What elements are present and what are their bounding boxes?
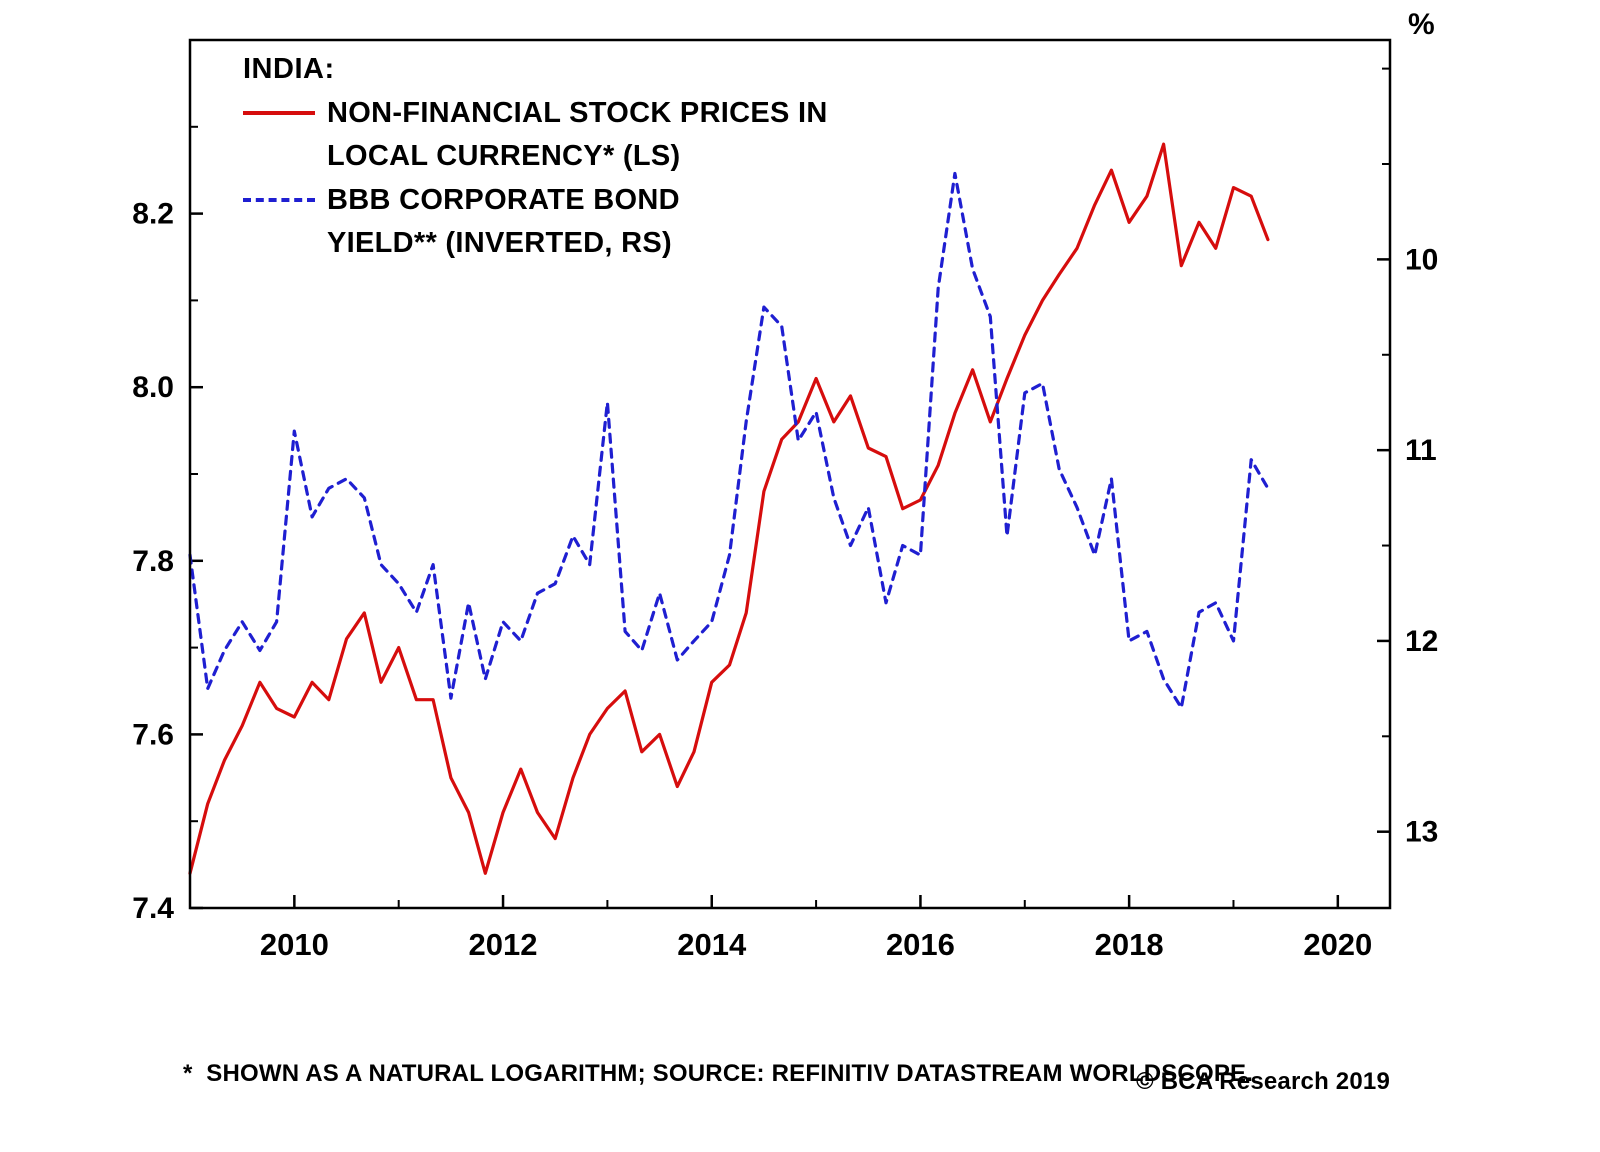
right-axis-tick-label: 11 <box>1405 434 1437 467</box>
legend-label-bond: BBB CORPORATE BOND YIELD** (INVERTED, RS… <box>327 183 680 260</box>
plot-border <box>188 38 1392 910</box>
stock-price-line <box>188 142 1270 875</box>
left-axis-tick-label: 8.0 <box>132 371 174 404</box>
left-axis-tick-label: 8.2 <box>132 198 174 231</box>
x-axis-tick-label: 2016 <box>886 927 955 962</box>
stock-line-swatch <box>243 110 315 115</box>
legend-item-bond: BBB CORPORATE BOND YIELD** (INVERTED, RS… <box>243 179 828 266</box>
right-axis-tick-label: 10 <box>1405 243 1438 276</box>
legend-item-stock: NON-FINANCIAL STOCK PRICES IN LOCAL CURR… <box>243 92 828 179</box>
legend-label-stock: NON-FINANCIAL STOCK PRICES IN LOCAL CURR… <box>327 96 828 173</box>
x-axis-tick-label: 2012 <box>469 927 538 962</box>
right-axis-unit: % <box>1408 8 1435 41</box>
right-axis-tick-label: 13 <box>1405 816 1438 849</box>
legend-title: INDIA: <box>243 53 335 85</box>
bond-yield-line <box>188 171 1270 710</box>
bond-line-swatch <box>243 197 315 202</box>
x-axis-tick-label: 2020 <box>1303 927 1372 962</box>
copyright: © BCA Research 2019 <box>1135 1068 1390 1095</box>
left-axis-tick-label: 7.8 <box>132 545 174 578</box>
footnote-1: * SHOWN AS A NATURAL LOGARITHM; SOURCE: … <box>183 1060 1254 1087</box>
left-axis-tick-label: 7.6 <box>132 718 174 751</box>
x-axis-tick-label: 2018 <box>1095 927 1164 962</box>
x-axis-tick-label: 2014 <box>677 927 747 962</box>
right-axis-tick-label: 12 <box>1405 625 1438 658</box>
x-axis-tick-label: 2010 <box>260 927 329 962</box>
footnotes: * SHOWN AS A NATURAL LOGARITHM; SOURCE: … <box>183 984 1253 1152</box>
left-axis-tick-label: 7.4 <box>132 892 174 925</box>
legend: INDIA: NON-FINANCIAL STOCK PRICES IN LOC… <box>243 48 828 266</box>
